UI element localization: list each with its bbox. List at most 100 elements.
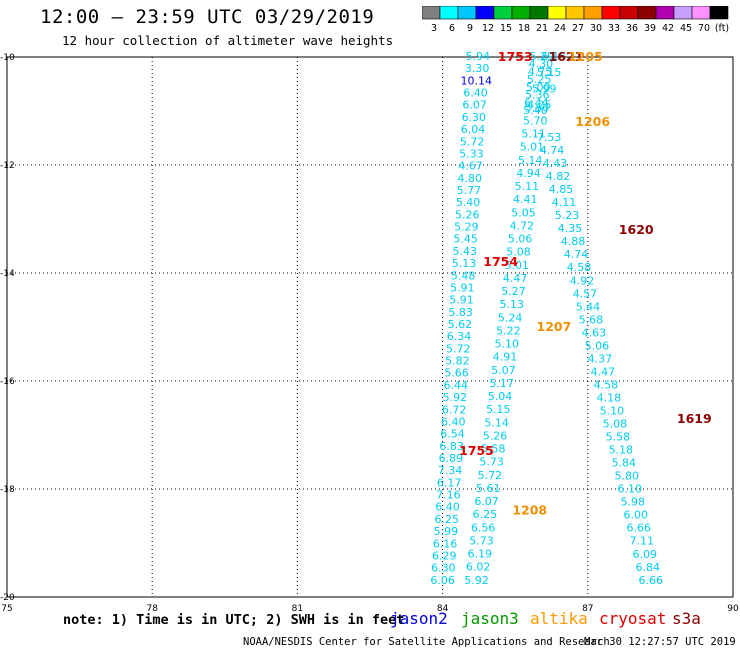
wave-height-label: 5.92: [443, 391, 468, 404]
wave-height-label: 5.14: [518, 154, 543, 167]
y-tick-label: -18: [0, 485, 15, 495]
y-tick-label: -10: [0, 53, 15, 63]
wave-height-label: 6.19: [468, 548, 493, 561]
wave-height-label: 4.47: [591, 365, 616, 378]
pass-time-label: 1206: [575, 114, 610, 129]
x-tick-label: 87: [582, 604, 593, 614]
wave-height-label: 5.10: [494, 338, 519, 351]
wave-height-label: 5.04: [488, 390, 513, 403]
generated-timestamp: Mar 30 12:27:57 UTC 2019: [584, 636, 736, 648]
wave-height-label: 5.72: [460, 135, 485, 148]
wave-height-label: 7.16: [436, 489, 461, 502]
wave-height-label: 4.82: [546, 170, 571, 183]
wave-height-label: 5.80: [615, 470, 640, 483]
wave-height-label: 5.24: [498, 311, 523, 324]
wave-height-label: 5.08: [506, 246, 531, 259]
wave-height-label: 5.66: [444, 367, 469, 380]
pass-time-label: 1205: [568, 49, 603, 64]
wave-height-label: 6.89: [439, 452, 464, 465]
wave-height-label: 4.72: [510, 219, 535, 232]
pass-time-label: 1621: [549, 49, 584, 64]
wave-height-label: 7.34: [438, 464, 463, 477]
wave-height-label: 5.22: [496, 324, 521, 337]
wave-height-label: 6.07: [474, 495, 499, 508]
wave-height-label: 4.58: [594, 378, 619, 391]
legend-jason3: jason3: [461, 609, 519, 628]
wave-height-label: 5.15: [486, 403, 511, 416]
wave-height-label: 5.36: [525, 89, 550, 102]
colorbar-label: 30: [590, 23, 602, 34]
colorbar-label: 12: [482, 23, 494, 34]
wave-height-label: 5.48: [451, 269, 476, 282]
chart-title: 12:00 – 23:59 UTC 03/29/2019: [40, 6, 375, 28]
wave-height-label: 4.85: [549, 183, 574, 196]
wave-height-label: 5.84: [612, 457, 637, 470]
colorbar-label: 15: [500, 23, 512, 34]
wave-height-label: 5.06: [508, 233, 533, 246]
wave-height-label: 6.30: [431, 562, 456, 575]
y-tick-label: -20: [0, 593, 15, 603]
wave-height-label: 5.26: [483, 429, 508, 442]
colorbar-label: 3: [431, 23, 437, 34]
y-tick-label: -16: [0, 377, 15, 387]
colorbar-label: 24: [554, 23, 566, 34]
wave-height-label: 5.05: [511, 206, 536, 219]
wave-height-label: 4.47: [503, 272, 528, 285]
wave-height-label: 6.44: [524, 96, 549, 109]
wave-height-label: 5.01: [520, 141, 545, 154]
colorbar-label: 39: [644, 23, 656, 34]
wave-height-label: 5.40: [456, 196, 481, 209]
wave-height-label: 6.10: [618, 483, 643, 496]
wave-height-label: 6.54: [440, 428, 465, 441]
wave-height-label: 5.43: [453, 245, 478, 258]
pass-time-label: 1620: [619, 222, 654, 237]
wave-height-label: 5.94: [466, 50, 491, 63]
wave-height-label: 6.66: [627, 522, 652, 535]
wave-height-label: 6.40: [435, 501, 460, 514]
wave-height-label: 4.25: [527, 99, 552, 112]
wave-height-label: 6.29: [432, 549, 457, 562]
wave-height-label: 5.70: [523, 114, 548, 127]
wave-height-plot: 75 78 81 84 87 90 -10 -12 -14 -16 -18 -20 5.943.3010…: [0, 49, 739, 614]
wave-height-label: 6.30: [462, 111, 487, 124]
legend-altika: altika: [530, 609, 588, 628]
wave-height-label: 5.27: [501, 285, 526, 298]
wave-height-label: 6.34: [447, 330, 472, 343]
wave-height-label: 4.80: [457, 172, 482, 185]
wave-height-label: 4.74: [540, 144, 565, 157]
y-tick-label: -12: [0, 161, 15, 171]
wave-height-label: 5.68: [579, 313, 604, 326]
wave-height-label: 5.45: [453, 233, 478, 246]
wave-height-label: 4.75: [528, 65, 553, 78]
footer-note: note: 1) Time is in UTC; 2) SWH is in fe…: [63, 612, 405, 628]
colorbar-label: 27: [572, 23, 584, 34]
legend-s3a: s3a: [672, 609, 701, 628]
wave-height-label: 4.94: [516, 167, 541, 180]
wave-height-label: 6.02: [466, 561, 491, 574]
wave-height-label: 5.08: [603, 418, 628, 431]
wave-height-label: 5.58: [481, 443, 506, 456]
y-tick-label: -14: [0, 269, 15, 279]
wave-height-label: 5.29: [530, 50, 555, 63]
wave-height-label: 4.18: [597, 391, 622, 404]
wave-height-label: 5.11: [521, 128, 546, 141]
wave-height-label: 5.72: [478, 469, 503, 482]
wave-height-label: 4.67: [458, 160, 483, 173]
color-scale-legend: 3 6 9 12 15 18 21 24 27 30 33 36 39 42 45 70 (ft): [422, 6, 729, 34]
wave-height-label: 5.33: [459, 147, 484, 160]
colorbar-label: 42: [662, 23, 674, 34]
wave-height-label: 6.25: [434, 513, 459, 526]
wave-height-label: 4.37: [588, 352, 613, 365]
wave-height-label: 5.44: [576, 300, 601, 313]
colorbar-label: 18: [518, 23, 530, 34]
wave-height-label: 6.00: [624, 509, 649, 522]
wave-height-label: 4.88: [561, 235, 586, 248]
wave-height-label: 4.92: [570, 274, 595, 287]
wave-height-label: 5.73: [479, 456, 504, 469]
wave-height-label: 5.98: [621, 496, 646, 509]
wave-height-label: 5.10: [600, 404, 625, 417]
wave-height-label: 5.91: [449, 294, 474, 307]
wave-height-label: 4.35: [558, 222, 583, 235]
wave-height-label: 5.99: [434, 525, 459, 538]
x-tick-label: 84: [437, 604, 449, 614]
